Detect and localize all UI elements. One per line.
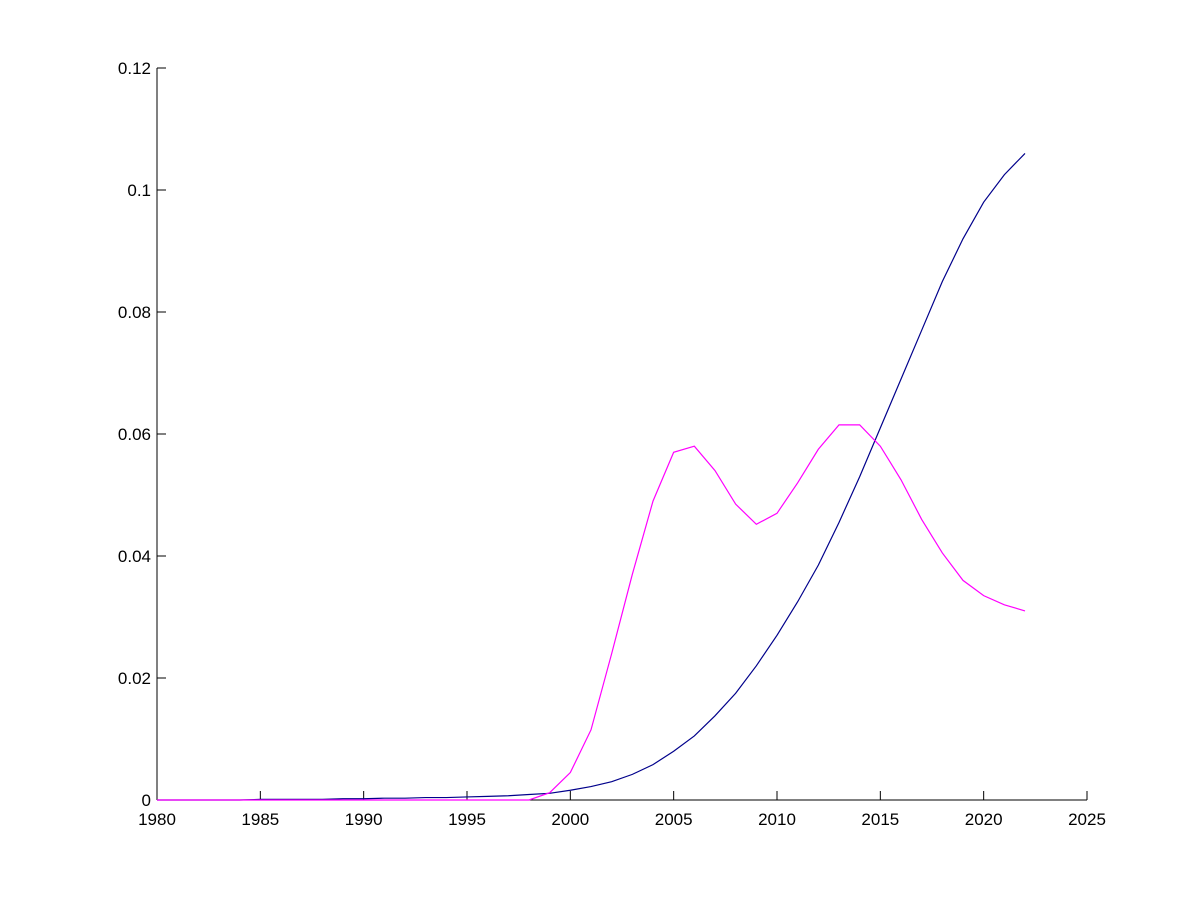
x-tick-label: 2005 — [655, 810, 693, 829]
x-tick-label: 2020 — [965, 810, 1003, 829]
y-tick-label: 0.06 — [118, 425, 151, 444]
y-tick-label: 0.04 — [118, 547, 151, 566]
y-tick-label: 0.08 — [118, 303, 151, 322]
x-tick-label: 1985 — [241, 810, 279, 829]
x-tick-label: 1980 — [138, 810, 176, 829]
x-tick-label: 1995 — [448, 810, 486, 829]
series-line — [157, 152, 1026, 801]
series-line — [157, 424, 1026, 801]
y-tick-label: 0.02 — [118, 669, 151, 688]
x-tick-label: 1990 — [345, 810, 383, 829]
y-tick-label: 0 — [142, 791, 151, 810]
x-tick-label: 2025 — [1068, 810, 1106, 829]
y-tick-label: 0.12 — [118, 59, 151, 78]
x-tick-label: 2015 — [861, 810, 899, 829]
x-tick-label: 2010 — [758, 810, 796, 829]
y-tick-label: 0.1 — [127, 181, 151, 200]
x-tick-label: 2000 — [551, 810, 589, 829]
